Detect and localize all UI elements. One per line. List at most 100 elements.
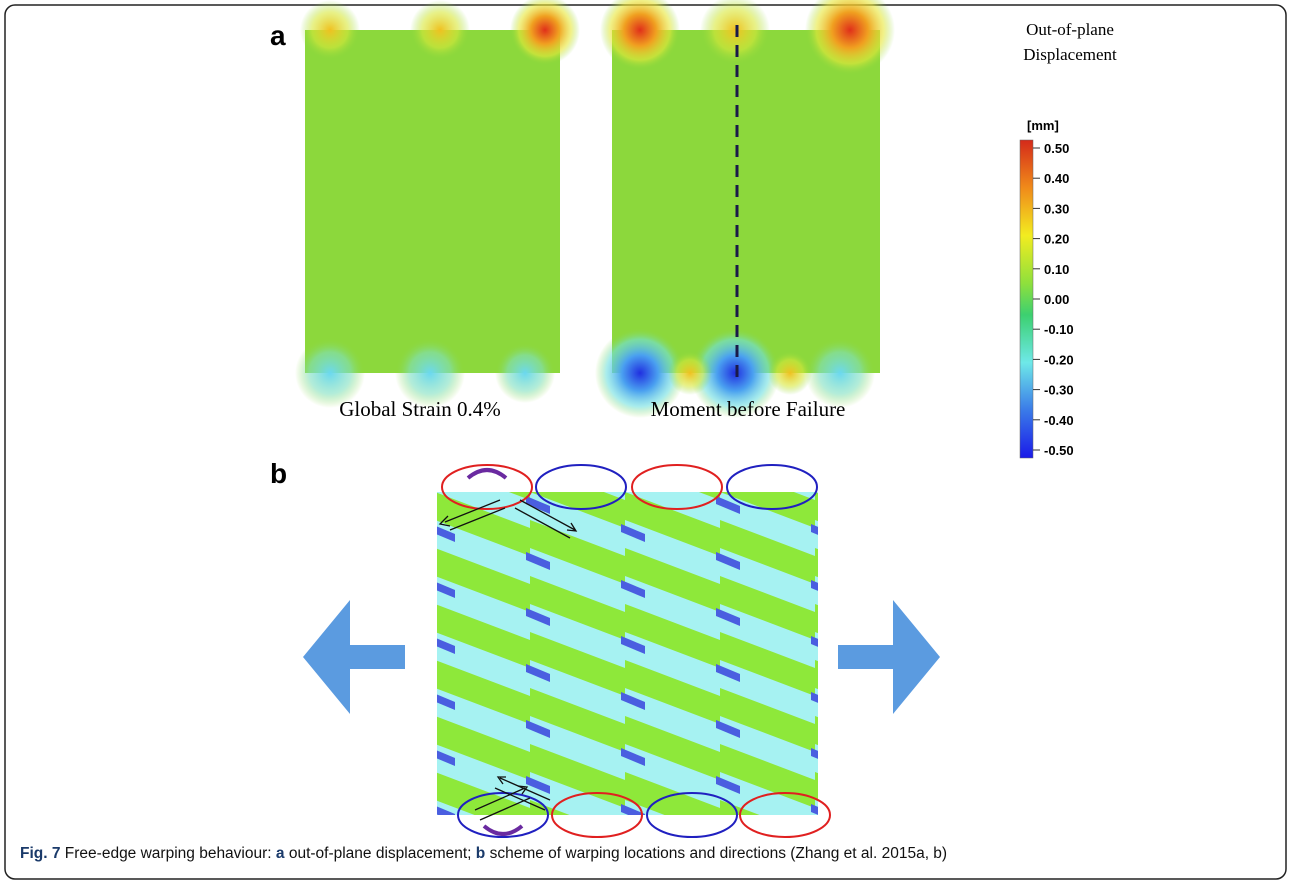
- colorbar-label: 0.50: [1044, 141, 1069, 156]
- weave-blue: [716, 776, 740, 794]
- weave-blue: [716, 608, 740, 626]
- weave-green: [437, 716, 530, 780]
- weave-blue: [811, 804, 818, 815]
- subcaption: Global Strain 0.4%: [339, 397, 501, 421]
- weave-green: [625, 492, 720, 556]
- weave-blue: [621, 524, 645, 542]
- load-arrow: [838, 600, 940, 714]
- weave-blue: [526, 552, 550, 570]
- caption-run: scheme of warping locations and directio…: [485, 845, 947, 862]
- weave-blue: [811, 636, 818, 647]
- weave-blue: [437, 526, 455, 542]
- weave-green: [720, 576, 815, 640]
- weave-green: [437, 660, 530, 724]
- weave-green: [625, 604, 720, 668]
- weave-blue: [811, 580, 818, 591]
- panel-label: b: [270, 458, 287, 489]
- weave-green: [530, 632, 625, 696]
- load-arrow: [303, 600, 405, 714]
- legend-unit: [mm]: [1027, 118, 1059, 133]
- colorbar-label: 0.00: [1044, 292, 1069, 307]
- weave-blue: [621, 580, 645, 598]
- heatmap-left: [295, 0, 580, 408]
- colorbar-label: -0.10: [1044, 322, 1074, 337]
- weave-blue: [716, 664, 740, 682]
- weave-green: [720, 632, 815, 696]
- weave-blue: [621, 748, 645, 766]
- subcaption: Moment before Failure: [651, 397, 846, 421]
- weave-green: [815, 604, 818, 634]
- weave-green: [625, 772, 720, 815]
- colorbar-label: 0.20: [1044, 232, 1069, 247]
- weave-green: [437, 548, 530, 612]
- weave-blue: [811, 468, 835, 486]
- weave-green: [815, 772, 818, 802]
- weave-green: [815, 716, 818, 746]
- weave-green: [530, 520, 625, 584]
- weave-blue: [526, 496, 550, 514]
- legend-title: Displacement: [1023, 45, 1117, 64]
- weave-green: [698, 492, 720, 500]
- colorbar: [1019, 139, 1034, 459]
- caption-run: a: [276, 845, 285, 862]
- weave-blue: [621, 692, 645, 710]
- weave-blue: [437, 750, 455, 766]
- weave-green: [720, 688, 815, 752]
- weave-blue: [431, 860, 455, 878]
- colorbar-label: -0.50: [1044, 443, 1074, 458]
- weave-blue: [811, 860, 835, 878]
- weave-green: [530, 576, 625, 640]
- weave-green: [815, 548, 818, 578]
- weave-green: [815, 492, 818, 522]
- colorbar-label: -0.20: [1044, 352, 1074, 367]
- caption-run: Free-edge warping behaviour:: [60, 845, 275, 862]
- figure-caption: Fig. 7 Free-edge warping behaviour: a ou…: [20, 845, 947, 862]
- weave-blue: [716, 720, 740, 738]
- caption-run: out-of-plane displacement;: [285, 845, 476, 862]
- weave-green: [437, 604, 530, 668]
- weave-blue: [811, 524, 818, 535]
- weave-green: [437, 772, 530, 815]
- colorbar-label: -0.30: [1044, 383, 1074, 398]
- weave-green: [530, 688, 625, 752]
- colorbar-labels: 0.50 0.40 0.30 0.20 0.10 0.00 -0.10 -0.20 -0.30 -…: [1033, 141, 1074, 458]
- caption-run: b: [476, 845, 485, 862]
- weave-blue: [437, 582, 455, 598]
- colorbar-label: 0.10: [1044, 262, 1069, 277]
- weave-green: [815, 660, 818, 690]
- colorbar-label: -0.40: [1044, 413, 1074, 428]
- weave-blue: [716, 552, 740, 570]
- weave-green: [437, 492, 530, 556]
- weave-green: [530, 492, 625, 528]
- weave-blue: [437, 638, 455, 654]
- caption-run: Fig. 7: [20, 845, 60, 862]
- weave-blue: [811, 748, 818, 759]
- legend-title: Out-of-plane: [1026, 20, 1114, 39]
- weave-blue: [437, 806, 455, 815]
- warp-markers: [441, 464, 831, 838]
- panel-label: a: [270, 20, 286, 51]
- weave-green: [625, 660, 720, 724]
- colorbar-label: 0.30: [1044, 201, 1069, 216]
- weave-scheme: [431, 436, 910, 878]
- weave-blue: [437, 694, 455, 710]
- weave-blue: [811, 692, 818, 703]
- weave-blue: [526, 608, 550, 626]
- weave-green: [625, 716, 720, 780]
- weave-green: [720, 492, 815, 528]
- colorbar-label: 0.40: [1044, 171, 1069, 186]
- weave-blue: [526, 664, 550, 682]
- weave-blue: [716, 496, 740, 514]
- direction-arrows: [438, 468, 578, 836]
- weave-blue: [526, 720, 550, 738]
- weave-green: [720, 744, 815, 808]
- weave-green: [508, 492, 530, 500]
- weave-blue: [526, 776, 550, 794]
- weave-blue: [621, 860, 645, 878]
- weave-green: [720, 520, 815, 584]
- weave-green: [530, 744, 625, 808]
- heatmap-right: [595, 0, 895, 418]
- weave-green: [815, 436, 910, 500]
